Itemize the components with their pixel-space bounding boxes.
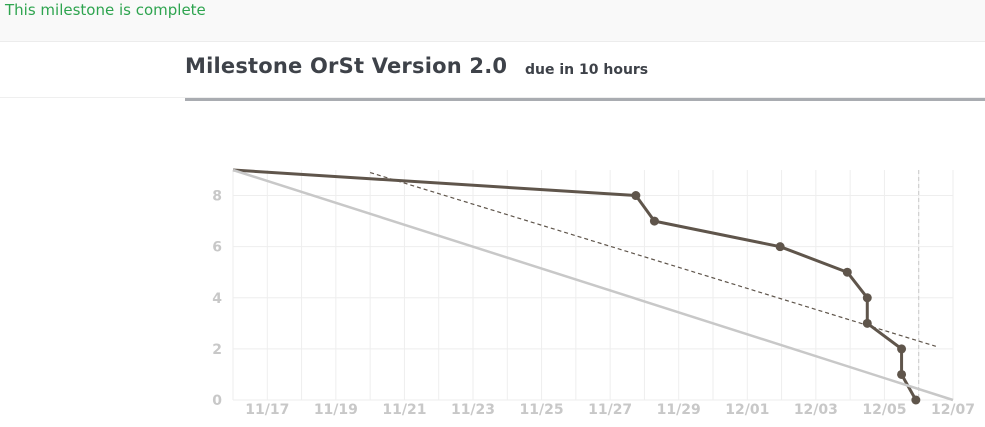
trend-line bbox=[369, 171, 937, 347]
x-tick-label: 11/21 bbox=[382, 402, 426, 418]
header-divider bbox=[0, 97, 985, 98]
x-tick-label: 11/23 bbox=[451, 402, 495, 418]
data-point bbox=[862, 318, 872, 328]
x-tick-label: 12/07 bbox=[931, 402, 975, 418]
milestone-title: Milestone OrSt Version 2.0 bbox=[185, 54, 508, 78]
ideal-burndown-line bbox=[232, 168, 954, 402]
data-point bbox=[862, 293, 872, 303]
data-point bbox=[842, 267, 852, 277]
data-point bbox=[631, 191, 641, 201]
data-point bbox=[649, 216, 659, 226]
x-tick-label: 11/17 bbox=[245, 402, 289, 418]
y-tick-label: 2 bbox=[212, 342, 222, 358]
x-tick-label: 11/19 bbox=[314, 402, 358, 418]
y-tick-label: 6 bbox=[212, 240, 222, 256]
data-point bbox=[775, 242, 785, 252]
y-tick-label: 8 bbox=[212, 189, 222, 205]
x-tick-label: 11/27 bbox=[588, 402, 632, 418]
data-point bbox=[897, 369, 907, 379]
data-point bbox=[911, 395, 921, 405]
x-tick-label: 11/25 bbox=[520, 402, 564, 418]
x-tick-label: 12/05 bbox=[862, 402, 906, 418]
x-tick-label: 12/01 bbox=[725, 402, 769, 418]
milestone-complete-text: This milestone is complete bbox=[5, 1, 206, 19]
y-tick-label: 4 bbox=[212, 291, 222, 307]
milestone-header: Milestone OrSt Version 2.0 due in 10 hou… bbox=[185, 54, 985, 101]
y-tick-label: 0 bbox=[212, 393, 222, 409]
milestone-complete-banner: This milestone is complete bbox=[0, 0, 985, 42]
data-point bbox=[897, 344, 907, 354]
x-tick-label: 12/03 bbox=[794, 402, 838, 418]
actual-burndown-line bbox=[232, 168, 918, 401]
x-tick-label: 11/29 bbox=[657, 402, 701, 418]
milestone-due-text: due in 10 hours bbox=[525, 62, 649, 78]
